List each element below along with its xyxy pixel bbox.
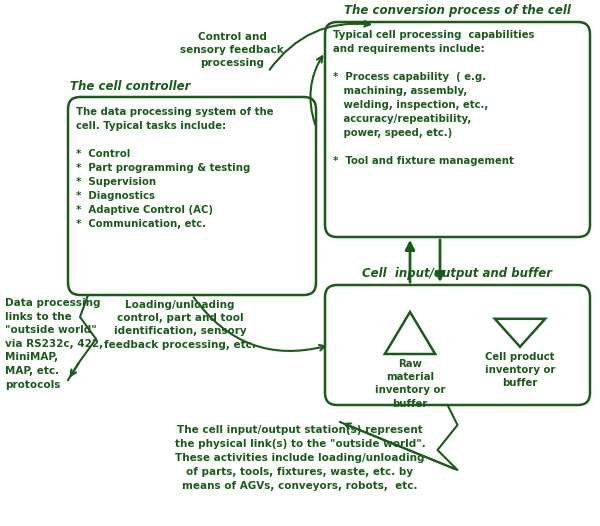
Text: The cell input/output station(s) represent
the physical link(s) to the "outside : The cell input/output station(s) represe… <box>175 425 425 491</box>
Text: Data processing
links to the
"outside world"
via RS232c, 422,
MiniMAP,
MAP, etc.: Data processing links to the "outside wo… <box>5 298 103 390</box>
Text: Cell product
inventory or
buffer: Cell product inventory or buffer <box>485 352 555 388</box>
Text: Raw
material
inventory or
buffer: Raw material inventory or buffer <box>375 359 445 409</box>
Text: Loading/unloading
control, part and tool
identification, sensory
feedback proces: Loading/unloading control, part and tool… <box>104 300 256 350</box>
Text: Control and
sensory feedback
processing: Control and sensory feedback processing <box>180 32 284 68</box>
Text: The conversion process of the cell: The conversion process of the cell <box>344 4 571 17</box>
Text: Typical cell processing  capabilities
and requirements include:

*  Process capa: Typical cell processing capabilities and… <box>333 30 535 166</box>
Text: The cell controller: The cell controller <box>70 80 190 93</box>
Text: Cell  input/output and buffer: Cell input/output and buffer <box>362 267 553 280</box>
Text: The data processing system of the
cell. Typical tasks include:

*  Control
*  Pa: The data processing system of the cell. … <box>76 107 274 229</box>
